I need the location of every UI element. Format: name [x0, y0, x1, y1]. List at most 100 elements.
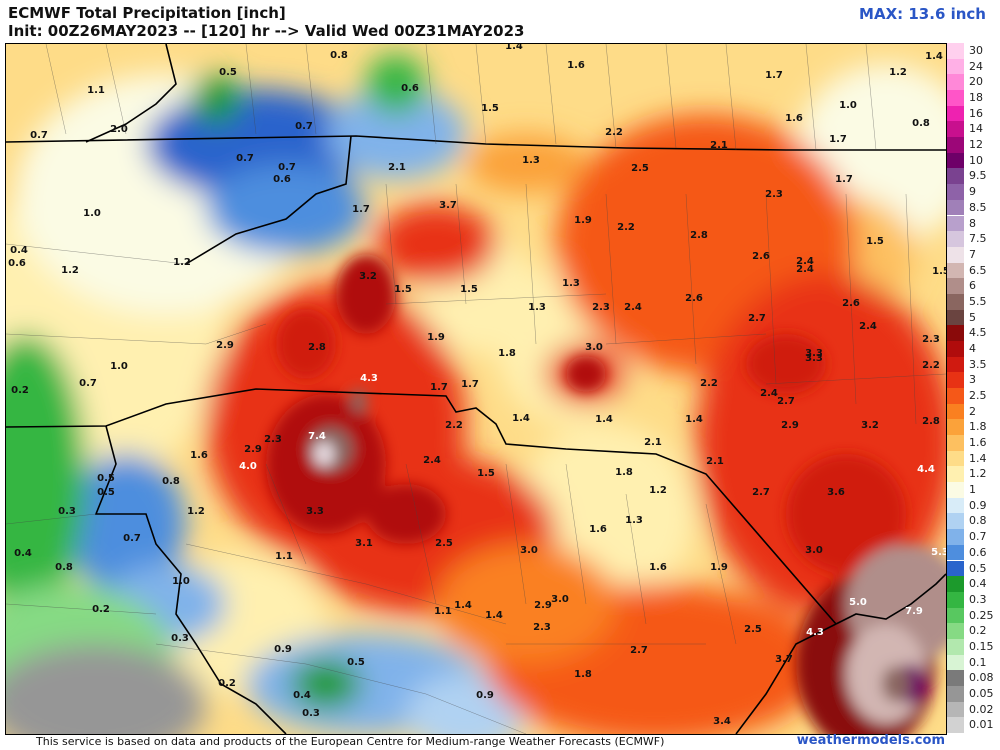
legend-label: 7.5 [969, 232, 987, 246]
legend-swatch [947, 121, 964, 138]
value-label: 1.7 [829, 134, 847, 145]
legend-entry: 20 [947, 74, 1000, 91]
value-label: 0.7 [30, 130, 48, 141]
legend-label: 30 [969, 44, 983, 57]
legend-entry: 16 [947, 105, 1000, 122]
legend-label: 6.5 [969, 263, 987, 277]
legend-label: 4 [969, 341, 976, 355]
legend-entry: 0.25 [947, 607, 1000, 624]
legend-entry: 1 [947, 482, 1000, 498]
precipitation-field [6, 54, 946, 734]
value-label: 2.8 [308, 342, 326, 353]
legend-entry: 0.1 [947, 654, 1000, 671]
value-label: 0.6 [401, 83, 419, 94]
value-label: 2.4 [796, 256, 814, 267]
value-label: 4.4 [917, 464, 935, 475]
legend-entry: 0.5 [947, 560, 1000, 577]
value-label: 1.0 [83, 208, 101, 219]
value-label: 0.8 [330, 50, 348, 61]
value-label: 1.2 [173, 257, 191, 268]
value-label: 1.6 [190, 450, 208, 461]
legend-swatch [947, 685, 964, 702]
legend-label: 0.15 [969, 639, 994, 653]
legend-label: 18 [969, 91, 983, 105]
value-label: 1.0 [172, 576, 190, 587]
legend-entry: 14 [947, 121, 1000, 138]
value-label: 3.2 [861, 420, 879, 431]
value-label: 0.5 [219, 67, 237, 78]
legend-swatch [947, 466, 964, 483]
legend-entry: 9 [947, 184, 1000, 200]
tn-border [85, 44, 177, 143]
value-label: 1.1 [434, 606, 452, 617]
value-label: 0.3 [171, 633, 189, 644]
value-label: 1.9 [427, 332, 445, 343]
value-label: 2.2 [922, 360, 940, 371]
value-label: 2.9 [534, 600, 552, 611]
value-label: 0.4 [10, 245, 28, 256]
legend-entry: 1.6 [947, 435, 1000, 451]
legend-label: 24 [969, 59, 983, 73]
legend-entry: 3.5 [947, 356, 1000, 373]
value-label: 1.4 [685, 414, 703, 425]
value-labels: 1.1 0.5 0.8 1.4 1.6 1.7 1.2 1.4 0.6 1.5 0.7 2.0 0.7 1… [8, 44, 946, 727]
legend-swatch [947, 450, 964, 467]
value-label: 0.4 [293, 690, 311, 701]
legend-entry: 2.5 [947, 388, 1000, 404]
value-label: 1.5 [460, 284, 478, 295]
value-label: 2.2 [617, 222, 635, 233]
heavy-core-field [266, 254, 946, 734]
value-label: 2.7 [630, 645, 648, 656]
value-label: 2.2 [700, 378, 718, 389]
legend-entry: 12 [947, 137, 1000, 153]
value-label: 1.4 [485, 610, 503, 621]
value-label: 1.2 [649, 485, 667, 496]
boundaries [6, 44, 946, 734]
legend-swatch [947, 717, 964, 733]
value-label: 7.9 [905, 606, 923, 617]
value-label: 1.6 [589, 524, 607, 535]
value-label: 0.3 [58, 506, 76, 517]
legend-label: 2 [969, 404, 976, 418]
value-label: 2.4 [796, 264, 814, 275]
value-label: 2.5 [631, 163, 649, 174]
legend-swatch [947, 482, 964, 498]
legend-swatch [947, 497, 964, 514]
value-label: 4.3 [360, 373, 378, 384]
legend-entry: 0.15 [947, 638, 1000, 655]
legend-entry: 18 [947, 90, 1000, 106]
state-border-north [6, 135, 946, 151]
value-label: 2.3 [264, 434, 282, 445]
value-label: 2.1 [706, 456, 724, 467]
legend-label: 10 [969, 153, 983, 167]
legend-label: 9.5 [969, 169, 987, 183]
legend-swatch [947, 576, 964, 592]
legend-label: 4.5 [969, 326, 987, 340]
legend-swatch [947, 356, 964, 373]
legend-label: 8 [969, 216, 976, 230]
value-label: 1.8 [498, 348, 516, 359]
value-label: 2.4 [760, 388, 778, 399]
value-label: 1.7 [352, 204, 370, 215]
value-label: 2.0 [110, 124, 128, 135]
value-label: 3.0 [520, 545, 538, 556]
legend-swatch [947, 199, 964, 216]
website-link[interactable]: weathermodels.com [796, 733, 945, 748]
value-label: 1.3 [562, 278, 580, 289]
value-label: 3.0 [585, 342, 603, 353]
legend-label: 1 [969, 483, 976, 497]
legend-label: 0.2 [969, 624, 987, 638]
value-label: 0.4 [14, 548, 32, 559]
value-label: 2.6 [842, 298, 860, 309]
value-label: 5.0 [849, 597, 867, 608]
value-label: 0.5 [97, 473, 115, 484]
legend-swatch [947, 325, 964, 341]
value-label: 2.7 [748, 313, 766, 324]
value-label: 2.1 [710, 140, 728, 151]
legend-label: 16 [969, 106, 983, 120]
coastline-south [735, 623, 837, 734]
legend-label: 7 [969, 247, 976, 261]
map-subtitle: Init: 00Z26MAY2023 -- [120] hr --> Valid… [8, 22, 525, 40]
legend-swatch [947, 58, 964, 75]
legend-entry: 0.08 [947, 670, 1000, 686]
